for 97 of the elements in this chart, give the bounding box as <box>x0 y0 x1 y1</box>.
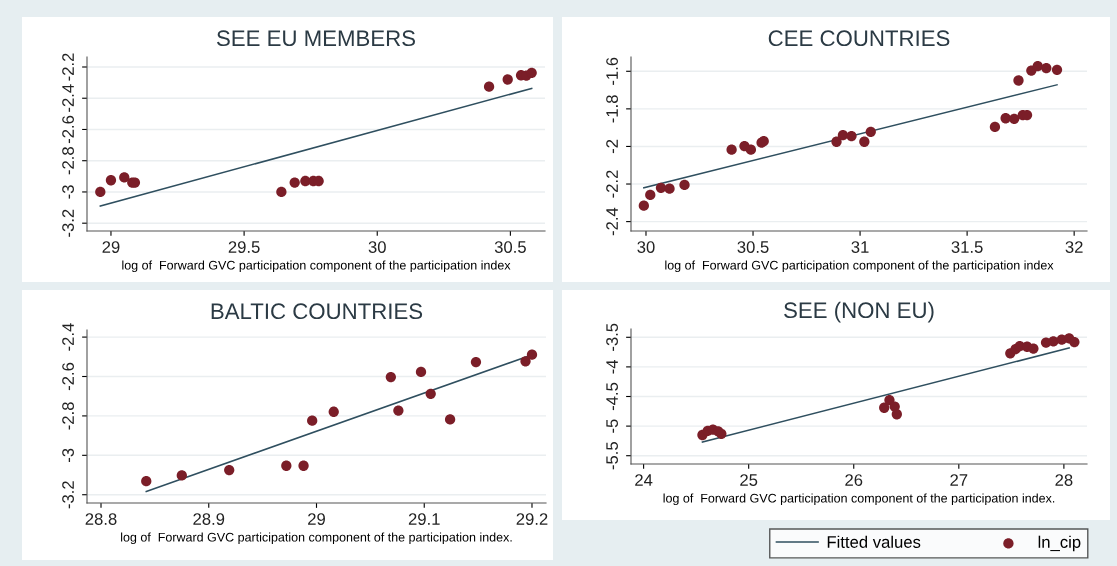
point <box>95 186 106 198</box>
y-tick-label: -1.8 <box>606 95 618 123</box>
x-tick-label: 25 <box>740 474 758 486</box>
point <box>645 189 656 201</box>
y-tick-label: -2.8 <box>62 147 74 175</box>
x-axis-title: log of Forward GVC participation component of the participation index <box>665 260 1054 273</box>
point <box>328 406 339 417</box>
point <box>526 67 537 78</box>
x-tick-label: 30.5 <box>494 241 526 253</box>
y-tick-label: -1.6 <box>606 57 618 85</box>
point <box>837 130 849 141</box>
y-tick-label: -2 <box>606 139 618 154</box>
y-tick-label: -3.2 <box>62 209 74 237</box>
y-tick-label: -2.8 <box>62 402 74 430</box>
point <box>655 182 667 193</box>
y-tick-label: -3 <box>62 185 74 199</box>
x-axis-title: log of Forward GVC participation component of the participation index <box>122 260 511 273</box>
point <box>638 200 649 211</box>
point <box>276 186 287 198</box>
point <box>119 172 130 183</box>
x-axis-title: log of Forward GVC participation component of the participation index. <box>121 532 512 545</box>
x-tick-label: 28.8 <box>85 513 117 525</box>
y-tick-label: -2.4 <box>62 323 74 351</box>
x-tick-label: 24 <box>635 474 653 486</box>
chart-title: BALTIC COUNTRIES <box>211 303 423 320</box>
y-tick-label: -3.5 <box>606 323 618 351</box>
point <box>1009 113 1020 124</box>
point <box>307 415 318 426</box>
y-tick-label: -2.2 <box>62 53 74 81</box>
y-tick-label: -4.5 <box>606 382 618 411</box>
x-tick-label: 30 <box>637 241 655 253</box>
legend-label: ln_cip <box>1038 535 1081 552</box>
x-axis-title: log of Forward GVC participation component of the participation index. <box>663 493 1055 506</box>
point <box>846 130 857 142</box>
point <box>884 394 895 406</box>
point <box>393 405 404 416</box>
point <box>141 475 152 487</box>
x-tick-label: 30.5 <box>737 241 769 253</box>
y-tick-label: -2.4 <box>62 84 74 112</box>
legend-label: Fitted values <box>827 535 921 548</box>
x-tick-label: 31.5 <box>951 241 983 253</box>
point <box>1032 61 1043 72</box>
point <box>831 136 842 147</box>
y-tick-label: -2.6 <box>62 362 74 391</box>
x-tick-label: 29.5 <box>228 241 260 253</box>
point <box>1013 75 1024 86</box>
point <box>726 144 737 155</box>
x-tick-label: 31 <box>851 241 869 253</box>
y-tick-label: -2.2 <box>606 170 618 198</box>
point <box>859 136 870 147</box>
point <box>385 371 396 383</box>
point <box>664 183 675 194</box>
y-tick-label: -2.4 <box>606 207 618 236</box>
x-tick-label: 30 <box>368 241 386 253</box>
chart-title: SEE (NON EU) <box>784 301 934 323</box>
point <box>1028 343 1039 354</box>
y-tick-label: -5.5 <box>606 442 618 470</box>
point <box>745 144 757 155</box>
point <box>1048 336 1059 347</box>
x-tick-label: 28.9 <box>193 513 225 525</box>
point <box>526 349 538 360</box>
x-tick-label: 27 <box>950 474 968 486</box>
x-tick-label: 32 <box>1065 241 1083 253</box>
y-tick-label: -2.6 <box>62 115 74 144</box>
point <box>879 402 890 413</box>
point <box>865 126 876 137</box>
chart-title: SEE EU MEMBERS <box>216 30 415 47</box>
point <box>891 409 902 420</box>
chart-title: CEE COUNTRIES <box>768 30 950 47</box>
x-tick-label: 29.2 <box>516 513 548 525</box>
y-tick-label: -3.2 <box>62 481 74 509</box>
point <box>444 414 456 425</box>
point <box>679 179 690 191</box>
y-tick-label: -4 <box>606 359 618 374</box>
x-tick-label: 26 <box>845 474 863 486</box>
x-tick-label: 29.1 <box>408 513 440 525</box>
point <box>520 356 531 367</box>
point <box>224 464 235 476</box>
point <box>425 388 436 399</box>
point <box>281 460 292 471</box>
x-tick-label: 29 <box>308 513 325 525</box>
point <box>989 121 1001 133</box>
x-tick-label: 28 <box>1055 474 1073 486</box>
point <box>289 177 300 188</box>
point <box>502 74 513 85</box>
point <box>1051 64 1063 75</box>
point <box>470 356 482 368</box>
x-tick-label: 29 <box>102 241 120 253</box>
point <box>1041 62 1052 74</box>
point <box>176 470 187 481</box>
point <box>415 366 427 378</box>
y-tick-label: -5 <box>606 419 618 433</box>
point <box>105 175 117 186</box>
point <box>483 81 495 92</box>
y-tick-label: -3 <box>62 448 74 462</box>
point <box>1069 336 1080 348</box>
point <box>298 460 309 471</box>
